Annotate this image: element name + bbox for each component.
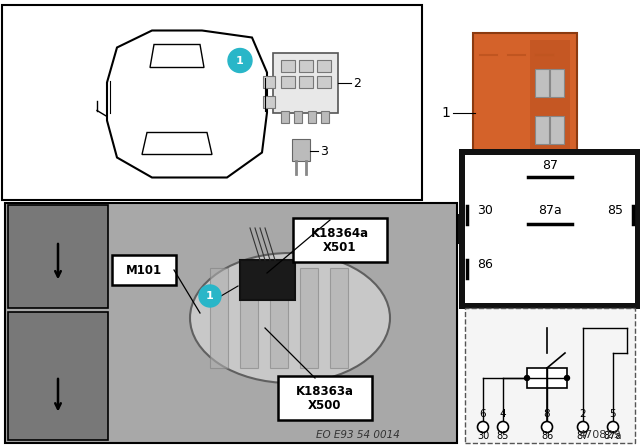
Text: 1: 1	[206, 291, 214, 301]
Text: 5: 5	[610, 409, 616, 419]
Text: 4: 4	[500, 409, 506, 419]
Text: 30: 30	[477, 203, 493, 216]
Text: 87: 87	[542, 159, 558, 172]
Bar	[300, 268, 318, 368]
Bar	[281, 111, 289, 123]
Bar	[535, 116, 549, 143]
FancyBboxPatch shape	[530, 40, 570, 185]
Text: M101: M101	[126, 263, 162, 276]
Bar	[263, 76, 275, 88]
Text: K18363a: K18363a	[296, 384, 354, 397]
Bar	[550, 116, 564, 143]
Bar	[2, 5, 422, 200]
Circle shape	[577, 422, 589, 432]
Circle shape	[497, 422, 509, 432]
Bar	[317, 60, 331, 72]
Text: 86: 86	[477, 258, 493, 271]
Bar	[459, 149, 640, 309]
Bar	[527, 368, 567, 388]
FancyBboxPatch shape	[112, 255, 176, 285]
Text: 1: 1	[236, 56, 244, 65]
Bar	[263, 96, 275, 108]
Circle shape	[477, 422, 488, 432]
Bar	[8, 205, 108, 308]
Text: 87: 87	[577, 431, 589, 441]
Text: 86: 86	[541, 431, 553, 441]
Text: 6: 6	[480, 409, 486, 419]
Bar	[281, 60, 295, 72]
Bar	[321, 111, 329, 123]
Text: K18364a: K18364a	[311, 227, 369, 240]
Text: 1: 1	[441, 105, 450, 120]
Bar	[550, 69, 564, 97]
Bar	[449, 214, 465, 244]
Bar	[294, 111, 302, 123]
Text: X500: X500	[308, 399, 342, 412]
Text: 2: 2	[353, 77, 361, 90]
Bar	[270, 268, 288, 368]
Text: 470829: 470829	[579, 430, 621, 440]
Bar	[5, 203, 457, 443]
FancyBboxPatch shape	[278, 376, 372, 420]
Circle shape	[564, 375, 570, 380]
Bar	[330, 268, 348, 368]
Bar	[465, 308, 635, 443]
Bar	[240, 260, 295, 300]
Bar	[210, 268, 228, 368]
Circle shape	[541, 422, 552, 432]
Bar	[317, 76, 331, 88]
Text: 3: 3	[320, 145, 328, 158]
Bar	[281, 76, 295, 88]
Bar	[308, 111, 316, 123]
Text: EO E93 54 0014: EO E93 54 0014	[316, 430, 400, 440]
Text: 8: 8	[544, 409, 550, 419]
Circle shape	[228, 48, 252, 73]
Bar	[8, 312, 108, 440]
Text: X501: X501	[323, 241, 356, 254]
FancyBboxPatch shape	[473, 33, 577, 192]
Bar	[240, 268, 258, 368]
FancyBboxPatch shape	[273, 53, 338, 113]
Text: 2: 2	[580, 409, 586, 419]
Bar	[535, 69, 549, 97]
Text: 30: 30	[477, 431, 489, 441]
Bar	[299, 60, 313, 72]
Bar	[465, 155, 635, 303]
Text: 87a: 87a	[538, 203, 562, 216]
FancyBboxPatch shape	[293, 218, 387, 262]
Ellipse shape	[190, 253, 390, 383]
Circle shape	[199, 285, 221, 307]
Text: 85: 85	[497, 431, 509, 441]
FancyBboxPatch shape	[292, 139, 310, 161]
Text: 85: 85	[607, 203, 623, 216]
Circle shape	[525, 375, 529, 380]
Bar	[635, 214, 640, 244]
Text: 87a: 87a	[604, 431, 622, 441]
Bar	[299, 76, 313, 88]
Circle shape	[607, 422, 618, 432]
